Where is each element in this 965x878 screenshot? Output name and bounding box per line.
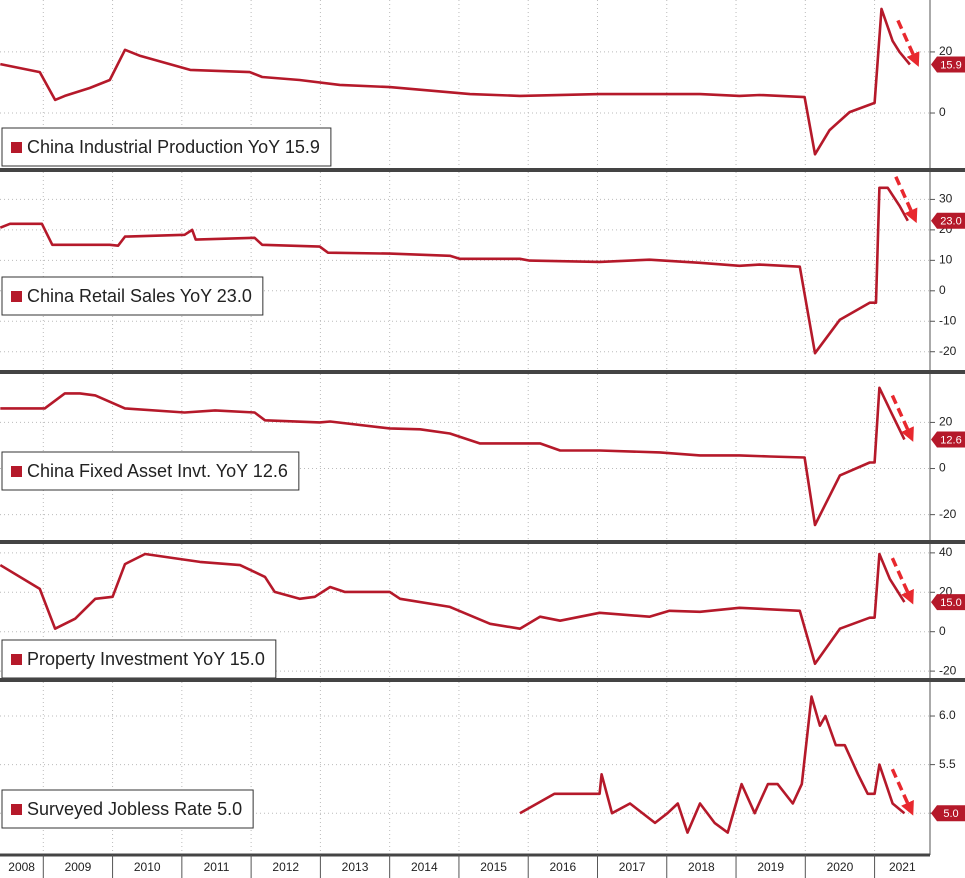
series-line bbox=[0, 7, 911, 156]
end-badge-label: 12.6 bbox=[940, 434, 961, 446]
x-tick-label: 2009 bbox=[65, 860, 92, 874]
x-tick-label: 2018 bbox=[688, 860, 715, 874]
legend-swatch bbox=[11, 654, 22, 665]
y-tick-label: 5.5 bbox=[939, 757, 956, 771]
legend-swatch bbox=[11, 291, 22, 302]
legend-label: Property Investment YoY 15.0 bbox=[27, 649, 265, 669]
legend-label: China Fixed Asset Invt. YoY 12.6 bbox=[27, 461, 288, 481]
trend-arrow bbox=[894, 176, 918, 224]
x-tick-label: 2020 bbox=[827, 860, 854, 874]
y-tick-label: 20 bbox=[939, 415, 953, 429]
trend-arrow bbox=[896, 19, 920, 67]
end-badge bbox=[931, 212, 965, 229]
legend: China Retail Sales YoY 23.0 bbox=[1, 276, 264, 316]
trend-arrow bbox=[890, 557, 914, 605]
end-badge bbox=[931, 56, 965, 73]
legend: China Industrial Production YoY 15.9 bbox=[1, 127, 332, 167]
y-tick-label: 0 bbox=[939, 105, 946, 119]
end-badge-label: 23.0 bbox=[940, 216, 961, 228]
y-tick-label: 0 bbox=[939, 624, 946, 638]
panel-separator bbox=[0, 168, 965, 172]
end-badge-label: 15.0 bbox=[940, 597, 961, 609]
y-tick-label: -10 bbox=[939, 313, 957, 327]
legend-swatch bbox=[11, 804, 22, 815]
series-line bbox=[0, 386, 906, 527]
end-badge bbox=[931, 805, 965, 822]
x-tick-label: 2019 bbox=[757, 860, 784, 874]
x-tick-label: 2012 bbox=[272, 860, 299, 874]
y-tick-label: -20 bbox=[939, 663, 957, 677]
x-tick-label: 2014 bbox=[411, 860, 438, 874]
y-tick-label: 0 bbox=[939, 461, 946, 475]
legend-box bbox=[1, 276, 264, 316]
y-tick-label: 6.0 bbox=[939, 708, 956, 722]
panel-separator bbox=[0, 370, 965, 374]
legend-label: Surveyed Jobless Rate 5.0 bbox=[27, 799, 242, 819]
legend-box bbox=[1, 451, 300, 491]
x-tick-label: 2015 bbox=[480, 860, 507, 874]
legend-box bbox=[1, 127, 332, 167]
y-tick-label: 20 bbox=[939, 44, 953, 58]
trend-arrow bbox=[890, 768, 914, 816]
y-tick-label: 40 bbox=[939, 545, 953, 559]
end-badge-label: 5.0 bbox=[943, 808, 958, 820]
x-tick-label: 2016 bbox=[549, 860, 576, 874]
series-line bbox=[0, 552, 906, 666]
x-tick-label: 2013 bbox=[342, 860, 369, 874]
legend: China Fixed Asset Invt. YoY 12.6 bbox=[1, 451, 300, 491]
legend-swatch bbox=[11, 466, 22, 477]
panel-separator bbox=[0, 678, 965, 682]
trend-arrow bbox=[890, 394, 914, 442]
x-tick-label: 2011 bbox=[204, 860, 230, 874]
legend-label: China Retail Sales YoY 23.0 bbox=[27, 286, 252, 306]
legend: Property Investment YoY 15.0 bbox=[1, 639, 277, 679]
y-tick-label: -20 bbox=[939, 507, 957, 521]
y-tick-label: 0 bbox=[939, 283, 946, 297]
legend-box bbox=[1, 639, 277, 679]
end-badge bbox=[931, 431, 965, 448]
x-tick-label: 2017 bbox=[619, 860, 646, 874]
end-badge-label: 15.9 bbox=[940, 59, 961, 71]
x-tick-label: 2010 bbox=[134, 860, 161, 874]
x-tick-label: 2021 bbox=[889, 860, 916, 874]
panel-separator bbox=[0, 540, 965, 544]
y-tick-label: 30 bbox=[939, 192, 953, 206]
x-tick-label: 2008 bbox=[8, 860, 35, 874]
end-badge bbox=[931, 594, 965, 611]
legend-swatch bbox=[11, 142, 22, 153]
series-line bbox=[0, 186, 909, 355]
y-tick-label: -20 bbox=[939, 344, 957, 358]
legend-box bbox=[1, 789, 254, 829]
y-tick-label: 10 bbox=[939, 253, 953, 267]
legend: Surveyed Jobless Rate 5.0 bbox=[1, 789, 254, 829]
series-line bbox=[519, 695, 906, 834]
legend-label: China Industrial Production YoY 15.9 bbox=[27, 137, 320, 157]
